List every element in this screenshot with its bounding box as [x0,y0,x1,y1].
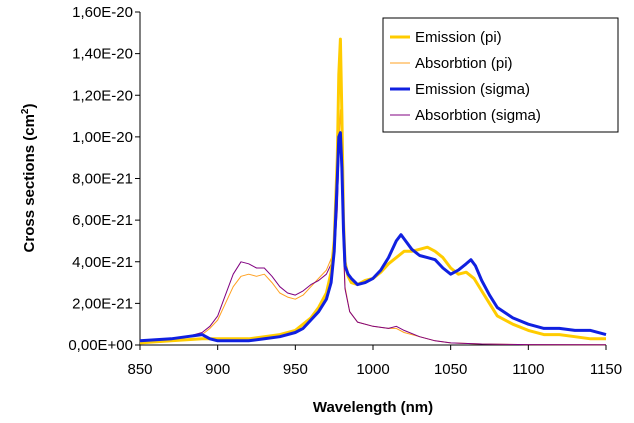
y-tick-label: 1,40E-20 [72,46,133,63]
legend-label: Emission (sigma) [415,81,530,98]
y-tick-label: 1,20E-20 [72,87,133,104]
y-tick-label: 8,00E-21 [72,171,133,188]
y-axis-title-close: ) [21,104,38,109]
legend-label: Emission (pi) [415,29,502,46]
x-axis-ticks: 850 900 950 1000 1050 1100 1150 [127,345,622,378]
y-tick-label: 1,60E-20 [72,4,133,21]
y-axis-ticks: 0,00E+00 2,00E-21 4,00E-21 6,00E-21 8,00E-21… [68,4,140,354]
y-tick-label: 6,00E-21 [72,212,133,229]
x-tick-label: 950 [283,361,308,378]
x-tick-label: 1100 [512,361,544,378]
y-axis-title-superscript: 2 [20,108,31,114]
y-axis-title: Cross sections (cm2) [20,104,38,253]
legend-label: Absorbtion (pi) [415,55,513,72]
legend-box [382,17,619,133]
series-line-emission-sigma [139,131,607,343]
y-tick-label: 4,00E-21 [72,254,133,271]
x-tick-label: 1150 [590,361,622,378]
x-axis-title: Wavelength (nm) [313,399,433,416]
y-tick-label: 2,00E-21 [72,295,133,312]
series-group [139,37,607,346]
y-tick-label: 0,00E+00 [68,337,133,354]
x-tick-label: 850 [127,361,152,378]
y-tick-label: 1,00E-20 [72,129,133,146]
series-line-emission-pi [139,37,606,345]
series-line-absorbtion-pi [139,109,607,346]
legend-label: Absorbtion (sigma) [415,107,541,124]
legend: Emission (pi) Absorbtion (pi) Emission (si… [382,17,619,133]
x-tick-label: 1000 [356,361,389,378]
x-tick-label: 900 [205,361,230,378]
y-axis-title-main: Cross sections (cm [21,114,38,252]
series-line-absorbtion-sigma [139,132,607,346]
x-tick-label: 1050 [434,361,467,378]
